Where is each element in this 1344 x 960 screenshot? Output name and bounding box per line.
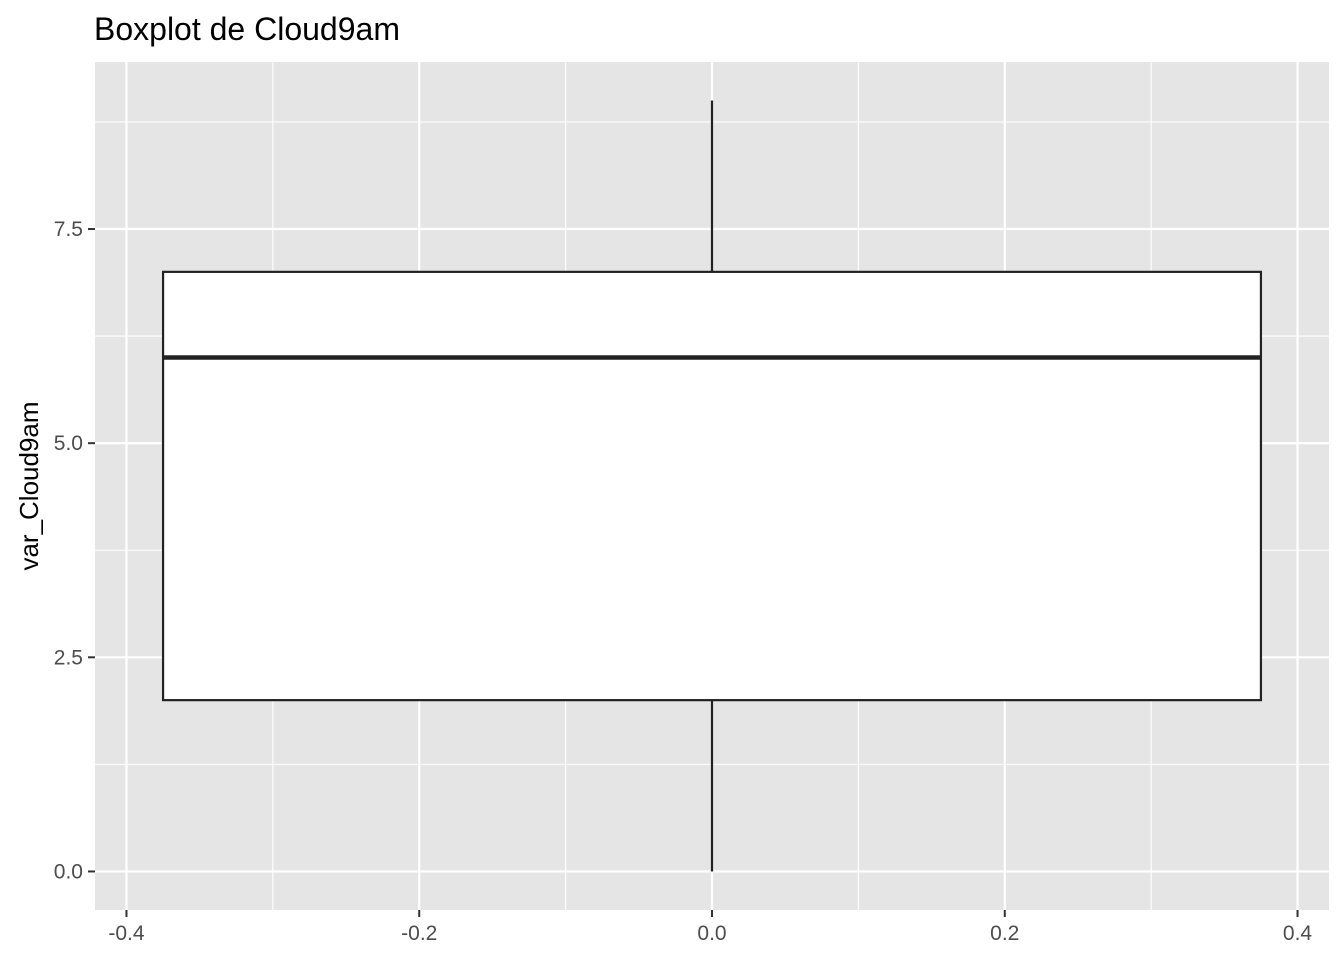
- box-layer: [161, 100, 1263, 872]
- box-iqr: [161, 270, 1263, 702]
- x-tick-label: 0.0: [697, 922, 726, 945]
- y-tick-label: 7.5: [54, 218, 83, 241]
- y-tick-label: 2.5: [54, 646, 83, 669]
- y-axis: 0.0 2.5 5.0 7.5: [54, 218, 95, 883]
- chart-title: Boxplot de Cloud9am: [94, 11, 400, 47]
- x-tick-label: -0.4: [108, 922, 145, 945]
- y-tick-label: 0.0: [54, 860, 83, 883]
- x-tick-label: 0.2: [990, 922, 1019, 945]
- x-tick-label: -0.2: [401, 922, 437, 945]
- y-axis-title: var_Cloud9am: [14, 401, 44, 570]
- x-axis: -0.4 -0.2 0.0 0.2 0.4: [108, 910, 1312, 945]
- x-tick-label: 0.4: [1283, 922, 1313, 945]
- y-tick-label: 5.0: [54, 432, 83, 455]
